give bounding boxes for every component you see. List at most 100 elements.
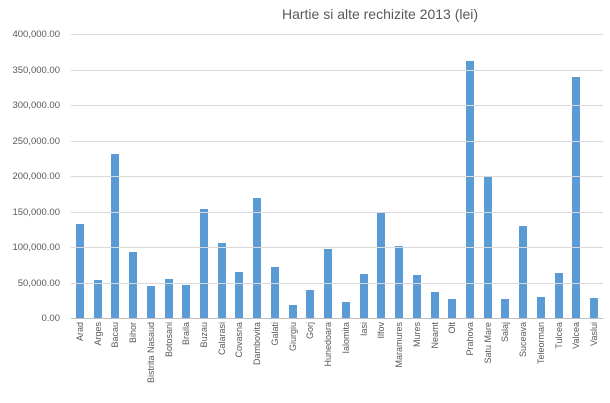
y-axis-tick-label: 400,000.00 — [12, 29, 60, 40]
bar-slot — [461, 34, 479, 318]
y-axis-tick-label: 200,000.00 — [12, 171, 60, 182]
category-label: Ialomita — [340, 322, 351, 354]
bar-teleorman — [536, 296, 545, 318]
category-label-slot: Salaj — [497, 322, 515, 402]
category-label: Bihor — [128, 322, 139, 344]
category-label: Olt — [447, 322, 458, 334]
bar-tulcea — [554, 273, 563, 318]
category-label: Giurgiu — [287, 322, 298, 352]
category-label-slot: Ilfov — [372, 322, 390, 402]
category-label: Iasi — [358, 322, 369, 337]
bar-slot — [550, 34, 568, 318]
bar-bihor — [129, 252, 138, 318]
category-label: Braila — [181, 322, 192, 346]
category-label: Buzau — [199, 322, 209, 348]
bar-slot — [106, 34, 124, 318]
bar-series — [71, 34, 603, 318]
category-label-slot: Arad — [71, 322, 89, 402]
bar-valcea — [572, 76, 581, 318]
bar-slot — [355, 34, 373, 318]
category-label-slot: Teleorman — [532, 322, 550, 402]
category-label-slot: Galati — [266, 322, 284, 402]
bar-braila — [182, 285, 191, 318]
category-label: Teleorman — [535, 322, 546, 365]
category-label-slot: Gorj — [302, 322, 320, 402]
category-label: Galati — [269, 322, 280, 346]
category-label-slot: Iasi — [355, 322, 373, 402]
category-label: Arad — [74, 322, 85, 342]
gridline — [71, 34, 603, 35]
bar-vaslui — [590, 298, 599, 318]
bar-slot — [390, 34, 408, 318]
category-label: Suceava — [518, 322, 529, 358]
bar-slot — [532, 34, 550, 318]
category-label: Dambovita — [252, 322, 263, 366]
y-axis-tick-label: 50,000.00 — [17, 278, 60, 289]
category-label: Maramures — [394, 322, 405, 368]
category-label: Ilfov — [376, 322, 387, 339]
category-label: Mures — [411, 322, 422, 348]
bar-ialomita — [341, 302, 350, 318]
category-label: Bacau — [110, 322, 121, 348]
gridline — [71, 212, 603, 213]
bar-gorj — [306, 289, 315, 318]
category-label-slot: Giurgiu — [284, 322, 302, 402]
category-label: Valcea — [571, 322, 582, 349]
gridline — [71, 176, 603, 177]
bar-slot — [585, 34, 603, 318]
bar-slot — [284, 34, 302, 318]
gridline — [71, 247, 603, 248]
y-axis-tick-label: 350,000.00 — [12, 65, 60, 76]
category-label: Hunedoara — [323, 322, 334, 367]
bar-prahova — [466, 61, 475, 318]
category-label: Salaj — [500, 322, 511, 343]
bar-slot — [142, 34, 160, 318]
y-axis-tick-label: 250,000.00 — [12, 136, 60, 147]
bar-bistrita-nasaud — [146, 286, 155, 318]
chart-title: Hartie si alte rechizite 2013 (lei) — [281, 6, 479, 22]
bar-calarasi — [217, 242, 226, 318]
category-label: Prahova — [465, 322, 476, 356]
bar-botosani — [164, 278, 173, 318]
category-label: Bistrita Nasaud — [145, 322, 156, 384]
category-label-slot: Maramures — [390, 322, 408, 402]
bar-slot — [89, 34, 107, 318]
bar-arad — [75, 224, 84, 318]
category-label: Botosani — [163, 322, 174, 358]
category-label-slot: Prahova — [461, 322, 479, 402]
category-label-slot: Hunedoara — [319, 322, 337, 402]
category-label-slot: Neamt — [426, 322, 444, 402]
bar-maramures — [395, 245, 404, 318]
bar-mures — [412, 275, 421, 318]
bar-covasna — [235, 271, 244, 318]
bar-salaj — [501, 298, 510, 318]
plot-area — [71, 34, 603, 319]
category-label-slot: Covasna — [231, 322, 249, 402]
bar-slot — [408, 34, 426, 318]
gridline — [71, 105, 603, 106]
category-label-slot: Satu Mare — [479, 322, 497, 402]
bar-slot — [443, 34, 461, 318]
x-axis-line — [71, 318, 603, 319]
category-label: Vaslui — [589, 322, 600, 346]
bar-slot — [514, 34, 532, 318]
category-label: Gorj — [305, 322, 316, 340]
gridline — [71, 283, 603, 284]
bar-ilfov — [377, 212, 386, 318]
y-axis-tick-label: 100,000.00 — [12, 242, 60, 253]
category-label: Tulcea — [553, 322, 564, 349]
bar-galati — [270, 266, 279, 318]
x-axis: Arad Arges Bacau Bihor Bistrita Nasaud Botosa… — [71, 322, 603, 402]
category-label: Neamt — [429, 322, 440, 349]
category-label-slot: Tulcea — [550, 322, 568, 402]
category-label-slot: Vaslui — [585, 322, 603, 402]
y-axis-tick-label: 0.00 — [41, 313, 61, 324]
bar-neamt — [430, 292, 439, 318]
bar-slot — [160, 34, 178, 318]
bar-slot — [248, 34, 266, 318]
gridline — [71, 70, 603, 71]
bar-slot — [266, 34, 284, 318]
category-label: Satu Mare — [482, 322, 493, 364]
category-label-slot: Dambovita — [248, 322, 266, 402]
bar-slot — [71, 34, 89, 318]
